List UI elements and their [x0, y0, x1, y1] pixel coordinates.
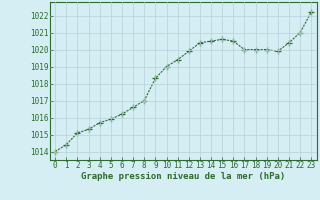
X-axis label: Graphe pression niveau de la mer (hPa): Graphe pression niveau de la mer (hPa) [81, 172, 285, 181]
